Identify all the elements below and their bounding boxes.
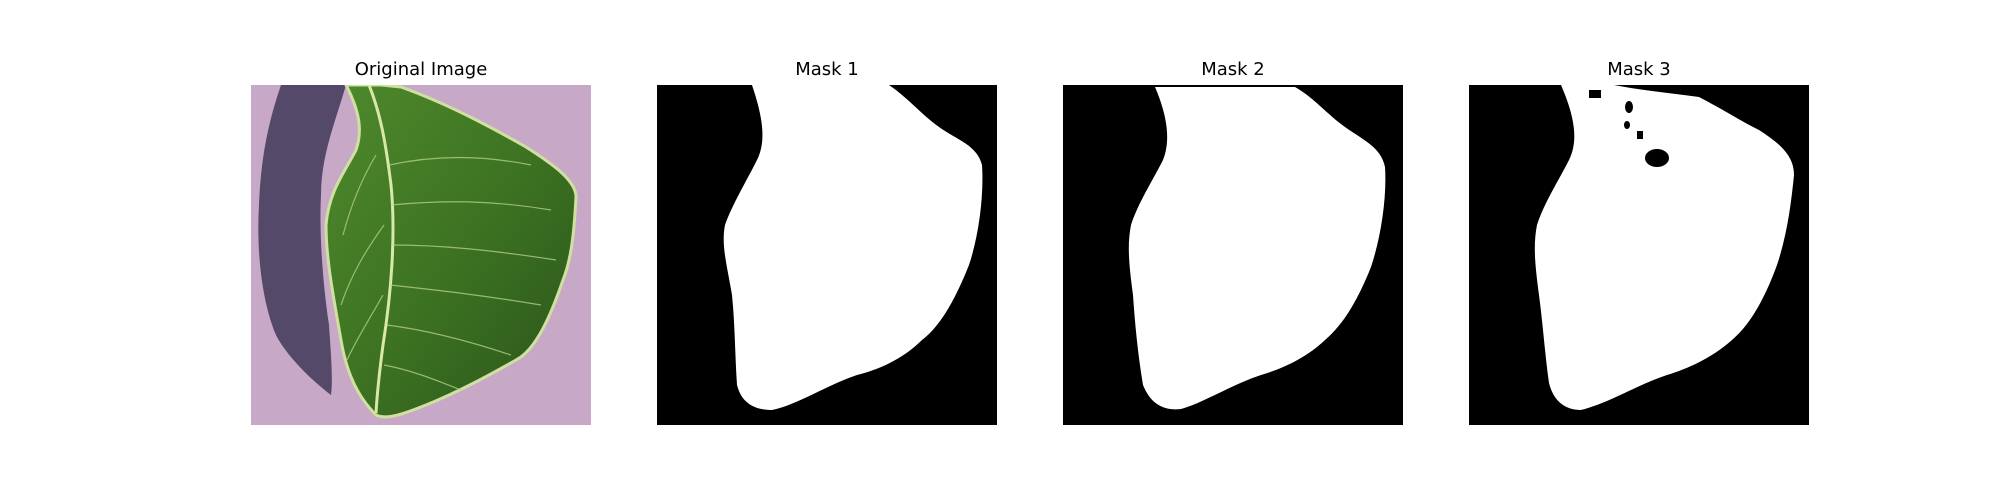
panel-title: Mask 3 — [1607, 59, 1671, 80]
leaf-midrib — [367, 85, 395, 414]
panel-title: Mask 1 — [795, 59, 859, 80]
leaf-shadow — [258, 85, 346, 395]
mask-holes — [1589, 90, 1669, 167]
original-leaf-image — [251, 85, 591, 425]
panel-title: Original Image — [354, 59, 488, 80]
mask-3-image — [1469, 85, 1809, 425]
mask-foreground — [1534, 85, 1794, 410]
leaf-veins — [340, 154, 557, 391]
mask-foreground — [1128, 87, 1386, 410]
mask-foreground — [723, 85, 983, 410]
panel-title: Mask 2 — [1201, 59, 1265, 80]
mask-2-image — [1063, 85, 1403, 425]
mask-1-image — [657, 85, 997, 425]
